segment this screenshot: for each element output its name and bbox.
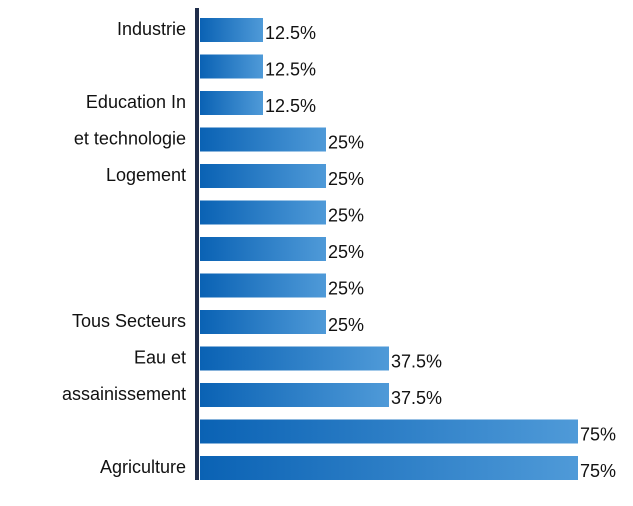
value-label: 25% xyxy=(328,205,364,225)
bar xyxy=(200,18,263,42)
value-label: 25% xyxy=(328,315,364,335)
bar xyxy=(200,200,326,225)
category-label: Agriculture xyxy=(100,457,186,477)
bar xyxy=(200,54,263,79)
value-label: 25% xyxy=(328,278,364,298)
category-label: Industrie xyxy=(117,19,186,39)
bar xyxy=(200,346,389,371)
value-label: 25% xyxy=(328,132,364,152)
category-label: Logement xyxy=(106,165,186,185)
value-label: 25% xyxy=(328,242,364,262)
bar xyxy=(200,91,263,115)
category-label: assainissement xyxy=(62,384,186,404)
bar xyxy=(200,127,326,152)
bar xyxy=(200,273,326,298)
category-label: et technologie xyxy=(74,128,186,148)
bar xyxy=(200,456,578,480)
bar xyxy=(200,419,578,444)
value-label: 12.5% xyxy=(265,96,316,116)
bar xyxy=(200,383,389,407)
category-label: Tous Secteurs xyxy=(72,311,186,331)
value-label: 12.5% xyxy=(265,23,316,43)
value-label: 37.5% xyxy=(391,351,442,371)
bar xyxy=(200,237,326,261)
value-label: 12.5% xyxy=(265,59,316,79)
value-label: 75% xyxy=(580,424,616,444)
category-label: Eau et xyxy=(134,347,186,367)
category-label: Education In xyxy=(86,92,186,112)
bar xyxy=(200,310,326,334)
value-label: 37.5% xyxy=(391,388,442,408)
value-label: 25% xyxy=(328,169,364,189)
bar xyxy=(200,164,326,188)
value-label: 75% xyxy=(580,461,616,481)
